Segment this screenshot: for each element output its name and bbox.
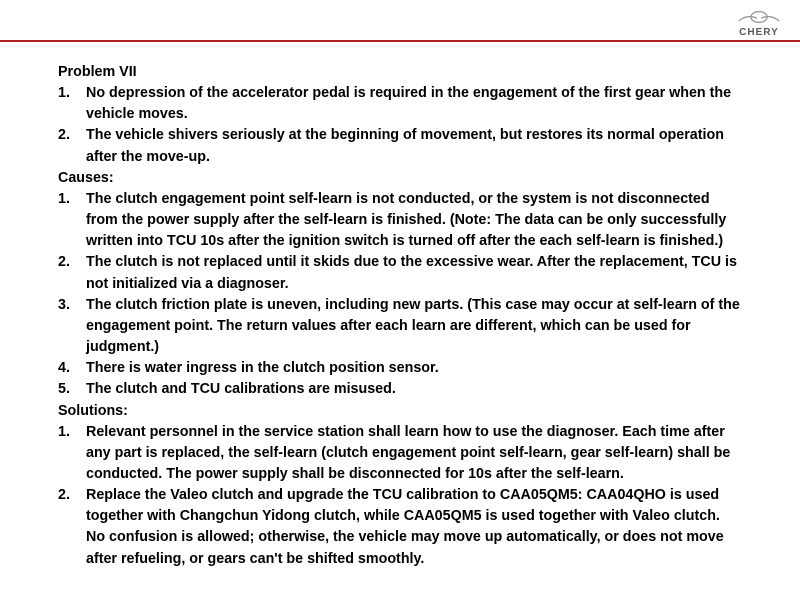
item-number: 2. (58, 125, 86, 167)
item-text: There is water ingress in the clutch pos… (86, 358, 742, 379)
list-item: 1. Relevant personnel in the service sta… (58, 422, 742, 485)
list-item: 2. Replace the Valeo clutch and upgrade … (58, 485, 742, 570)
solutions-list: 1. Relevant personnel in the service sta… (58, 422, 742, 570)
item-number: 4. (58, 358, 86, 379)
header-divider (0, 40, 800, 42)
item-number: 2. (58, 252, 86, 294)
item-number: 1. (58, 83, 86, 125)
item-text: The clutch is not replaced until it skid… (86, 252, 742, 294)
causes-list: 1. The clutch engagement point self-lear… (58, 189, 742, 401)
item-number: 3. (58, 295, 86, 358)
item-text: The clutch and TCU calibrations are misu… (86, 379, 742, 400)
chery-logo-icon (736, 8, 782, 26)
list-item: 3. The clutch friction plate is uneven, … (58, 295, 742, 358)
causes-heading: Causes: (58, 168, 742, 189)
list-item: 1. No depression of the accelerator peda… (58, 83, 742, 125)
list-item: 2. The clutch is not replaced until it s… (58, 252, 742, 294)
item-number: 1. (58, 189, 86, 252)
list-item: 2. The vehicle shivers seriously at the … (58, 125, 742, 167)
item-text: The clutch engagement point self-learn i… (86, 189, 742, 252)
slide-content: Problem VII 1. No depression of the acce… (0, 44, 800, 570)
item-text: Replace the Valeo clutch and upgrade the… (86, 485, 742, 570)
brand-name: CHERY (739, 27, 779, 38)
item-text: No depression of the accelerator pedal i… (86, 83, 742, 125)
solutions-heading: Solutions: (58, 401, 742, 422)
item-text: The vehicle shivers seriously at the beg… (86, 125, 742, 167)
problem-list: 1. No depression of the accelerator peda… (58, 83, 742, 168)
list-item: 1. The clutch engagement point self-lear… (58, 189, 742, 252)
brand-logo: CHERY (736, 8, 782, 38)
item-number: 2. (58, 485, 86, 570)
problem-heading: Problem VII (58, 62, 742, 83)
item-number: 1. (58, 422, 86, 485)
list-item: 5. The clutch and TCU calibrations are m… (58, 379, 742, 400)
slide-header: CHERY (0, 0, 800, 44)
item-text: Relevant personnel in the service statio… (86, 422, 742, 485)
item-text: The clutch friction plate is uneven, inc… (86, 295, 742, 358)
item-number: 5. (58, 379, 86, 400)
list-item: 4. There is water ingress in the clutch … (58, 358, 742, 379)
